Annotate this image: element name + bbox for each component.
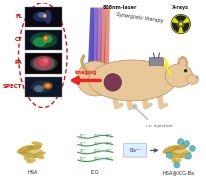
Ellipse shape <box>33 37 47 47</box>
Ellipse shape <box>33 57 54 70</box>
Ellipse shape <box>44 15 46 17</box>
Ellipse shape <box>45 84 50 88</box>
Ellipse shape <box>168 147 188 155</box>
Ellipse shape <box>34 85 44 92</box>
Ellipse shape <box>30 56 57 71</box>
Ellipse shape <box>169 157 176 162</box>
Circle shape <box>185 153 191 159</box>
Circle shape <box>183 69 186 72</box>
Text: SPECT: SPECT <box>3 84 22 89</box>
Text: $SO_3^-$: $SO_3^-$ <box>92 132 101 140</box>
Text: Ba²⁺: Ba²⁺ <box>129 148 140 153</box>
Ellipse shape <box>186 75 197 84</box>
FancyBboxPatch shape <box>149 58 163 65</box>
Text: $SO_3^-$: $SO_3^-$ <box>104 155 113 163</box>
Text: $SO_3^-$: $SO_3^-$ <box>92 139 101 148</box>
Text: PA: PA <box>15 60 22 65</box>
Ellipse shape <box>43 35 48 41</box>
Text: $SO_3^-$: $SO_3^-$ <box>92 147 101 155</box>
Ellipse shape <box>43 82 52 89</box>
Ellipse shape <box>162 145 178 154</box>
Ellipse shape <box>43 35 52 43</box>
Text: X-rays: X-rays <box>171 5 188 10</box>
Ellipse shape <box>23 147 43 155</box>
Bar <box>25 7 62 27</box>
Text: $SO_3^-$: $SO_3^-$ <box>79 132 88 140</box>
Ellipse shape <box>181 151 191 155</box>
Ellipse shape <box>44 10 51 24</box>
Wedge shape <box>171 22 179 32</box>
Text: FL: FL <box>15 14 22 19</box>
Polygon shape <box>99 8 105 78</box>
Circle shape <box>170 14 190 34</box>
Circle shape <box>183 141 189 146</box>
Ellipse shape <box>31 141 42 146</box>
Bar <box>25 77 62 97</box>
Circle shape <box>178 22 182 26</box>
Text: $SO_3^-$: $SO_3^-$ <box>104 147 113 155</box>
Ellipse shape <box>43 58 48 63</box>
Text: CT: CT <box>15 37 22 42</box>
Ellipse shape <box>39 59 48 66</box>
Ellipse shape <box>176 141 187 146</box>
Text: $SO_3^-$: $SO_3^-$ <box>104 132 113 140</box>
Ellipse shape <box>35 56 52 69</box>
Ellipse shape <box>179 59 185 67</box>
Ellipse shape <box>44 37 47 40</box>
Bar <box>25 30 62 50</box>
Ellipse shape <box>164 151 172 155</box>
Text: $SO_3^-$: $SO_3^-$ <box>79 139 88 148</box>
Text: ICG: ICG <box>90 170 99 175</box>
Ellipse shape <box>173 145 187 150</box>
Text: i.v. injection: i.v. injection <box>145 124 172 128</box>
Ellipse shape <box>33 12 47 22</box>
Text: Imaging: Imaging <box>74 70 96 75</box>
Ellipse shape <box>171 159 181 163</box>
Text: 808nm-laser: 808nm-laser <box>103 5 137 10</box>
Circle shape <box>189 146 194 151</box>
Text: $SO_3^-$: $SO_3^-$ <box>79 155 88 163</box>
Ellipse shape <box>17 145 33 154</box>
Ellipse shape <box>43 14 47 18</box>
Ellipse shape <box>31 80 52 93</box>
Circle shape <box>165 152 171 158</box>
Ellipse shape <box>19 151 27 155</box>
Ellipse shape <box>167 152 182 159</box>
Text: Synergistic therapy: Synergistic therapy <box>116 12 163 24</box>
Ellipse shape <box>88 60 175 101</box>
Text: HSA@ICG-Ba: HSA@ICG-Ba <box>162 170 194 175</box>
Wedge shape <box>174 15 186 22</box>
Ellipse shape <box>38 12 46 18</box>
Ellipse shape <box>177 57 187 69</box>
Ellipse shape <box>36 151 46 155</box>
Polygon shape <box>91 8 98 78</box>
Text: $SO_3^-$: $SO_3^-$ <box>92 155 101 163</box>
Polygon shape <box>103 8 109 78</box>
Circle shape <box>103 74 121 91</box>
Circle shape <box>173 162 179 168</box>
FancyBboxPatch shape <box>123 144 146 157</box>
Bar <box>25 53 62 74</box>
Ellipse shape <box>178 153 189 159</box>
Polygon shape <box>95 8 102 78</box>
Ellipse shape <box>28 145 42 150</box>
Ellipse shape <box>76 61 113 96</box>
Circle shape <box>177 21 183 27</box>
Polygon shape <box>87 8 94 78</box>
Ellipse shape <box>26 159 36 163</box>
Text: HSA: HSA <box>28 170 38 175</box>
Ellipse shape <box>33 153 44 159</box>
Ellipse shape <box>23 157 31 162</box>
Text: $SO_3^-$: $SO_3^-$ <box>79 147 88 155</box>
Ellipse shape <box>22 152 37 159</box>
Ellipse shape <box>195 77 198 78</box>
Ellipse shape <box>30 32 57 48</box>
Ellipse shape <box>164 64 192 87</box>
Text: $SO_3^-$: $SO_3^-$ <box>104 139 113 148</box>
Wedge shape <box>181 22 189 32</box>
Circle shape <box>177 139 183 145</box>
